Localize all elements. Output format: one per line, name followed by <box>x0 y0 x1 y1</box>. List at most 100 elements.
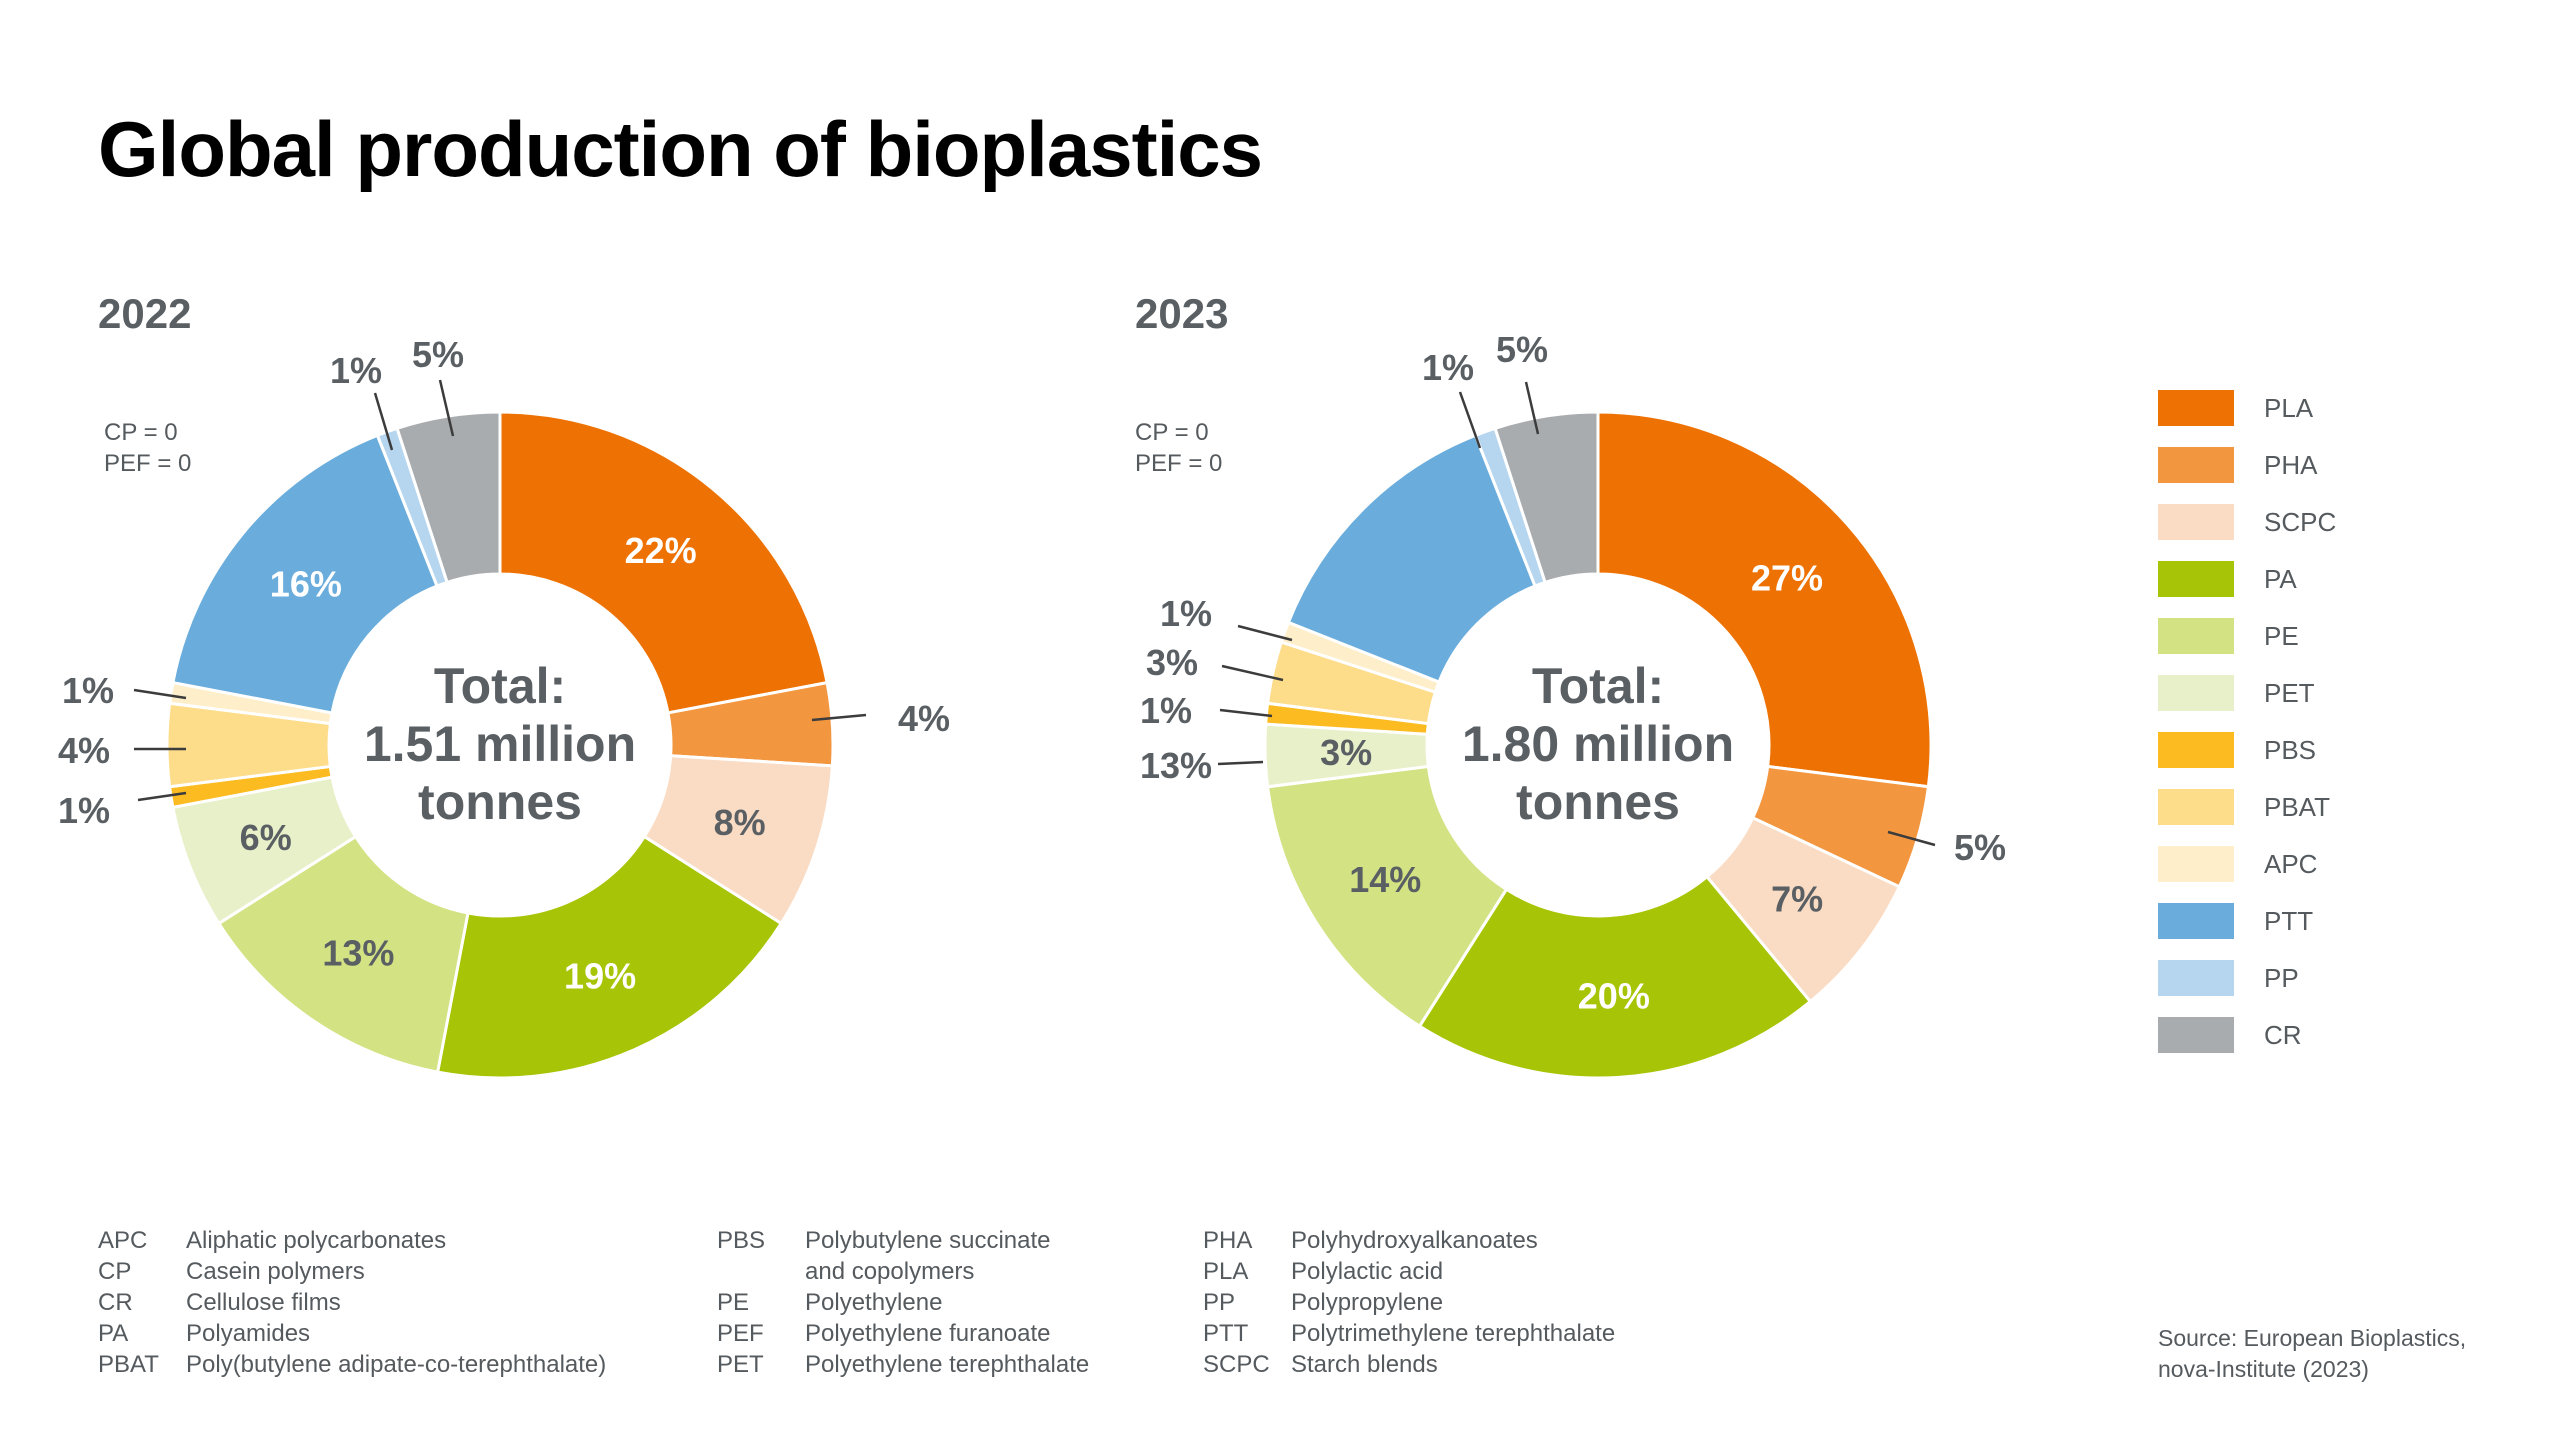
glossary-abbr: SCPC <box>1203 1351 1270 1378</box>
glossary-term: Polyamides <box>186 1320 311 1347</box>
source-line: nova-Institute (2023) <box>2158 1356 2369 1382</box>
glossary-abbr: PA <box>98 1320 129 1347</box>
legend-swatch-pla <box>2158 390 2234 426</box>
glossary-term: Polyethylene terephthalate <box>805 1351 1090 1378</box>
donut-chart-2022: 2022 CP = 0 PEF = 0 22% 4% 8% 19% 13% 6% 1% 4% 1% 16… <box>58 290 950 1080</box>
slice-cr <box>395 410 502 585</box>
glossary-abbr: CP <box>98 1258 132 1285</box>
slice-label: 5% <box>1954 827 2006 868</box>
legend-swatch-pha <box>2158 447 2234 483</box>
legend-label: PBAT <box>2264 792 2330 822</box>
center-total-label: Total: <box>1532 658 1664 714</box>
glossary-abbr: PEF <box>717 1320 764 1347</box>
slice-label: 20% <box>1578 976 1650 1017</box>
slice-label: 14% <box>1349 859 1421 900</box>
slice-label: 16% <box>270 563 342 604</box>
legend-swatch-scpc <box>2158 504 2234 540</box>
glossary-row: PTT Polytrimethylene terephthalate <box>1203 1318 1615 1349</box>
legend: PLA PHA SCPC PA PE PET PBS PBAT APC PTT PP CR <box>2158 390 2336 1053</box>
slice-label: 3% <box>1146 642 1198 683</box>
leader-line <box>1887 830 1936 847</box>
source-note: Source: European Bioplastics, nova-Insti… <box>2158 1323 2466 1385</box>
slice-label: 8% <box>714 802 766 843</box>
leader-line <box>133 688 187 700</box>
center-total-label: 1.51 million <box>364 716 636 772</box>
slice-pla <box>498 410 829 715</box>
glossary-row: PEF Polyethylene furanoate <box>717 1318 1089 1349</box>
slice-label: 3% <box>1320 732 1372 773</box>
slice-pe <box>1265 764 1509 1029</box>
glossary-term: Casein polymers <box>186 1258 365 1285</box>
glossary-term: Starch blends <box>1291 1351 1438 1378</box>
leader-line <box>438 379 455 437</box>
slice-label: 5% <box>1496 329 1548 370</box>
leader-line <box>373 392 394 451</box>
chart-note: PEF = 0 <box>1135 450 1222 477</box>
slice-label: 1% <box>1140 690 1192 731</box>
chart-note: PEF = 0 <box>104 450 191 477</box>
chart-year: 2022 <box>98 290 191 337</box>
legend-swatch-pbat <box>2158 789 2234 825</box>
glossary-abbr: PET <box>717 1351 764 1378</box>
glossary-term: Aliphatic polycarbonates <box>186 1227 447 1254</box>
glossary-term: Polyethylene <box>805 1289 943 1316</box>
legend-label: SCPC <box>2264 507 2336 537</box>
glossary-term: Polytrimethylene terephthalate <box>1291 1320 1616 1347</box>
glossary-abbr <box>717 1256 805 1287</box>
legend-label: PET <box>2264 678 2315 708</box>
chart-year: 2023 <box>1135 290 1228 337</box>
slice-ptt <box>171 433 439 715</box>
slice-label: 27% <box>1751 557 1823 598</box>
glossary-row: PA Polyamides <box>98 1318 606 1349</box>
glossary-abbr: PP <box>1203 1289 1236 1316</box>
glossary-term: and copolymers <box>805 1258 975 1285</box>
glossary-abbr: PE <box>717 1289 750 1316</box>
center-total-label: 1.80 million <box>1462 716 1734 772</box>
slice-cr <box>1493 410 1600 585</box>
slice-label: 1% <box>1160 593 1212 634</box>
slice-label: 5% <box>412 334 464 375</box>
slice-label: 1% <box>58 790 110 831</box>
leader-line <box>1458 391 1482 449</box>
legend-label: PE <box>2264 621 2299 651</box>
legend-label: PHA <box>2264 450 2318 480</box>
slice-label: 19% <box>564 955 636 996</box>
legend-label: PA <box>2264 564 2297 594</box>
center-total-label: tonnes <box>418 774 582 830</box>
legend-swatch-pa <box>2158 561 2234 597</box>
chart-note: CP = 0 <box>1135 419 1209 446</box>
glossary-row: PET Polyethylene terephthalate <box>717 1349 1089 1380</box>
center-total-label: Total: <box>434 658 566 714</box>
slice-label: 7% <box>1771 878 1823 919</box>
glossary-row: CP Casein polymers <box>98 1256 606 1287</box>
legend-swatch-apc <box>2158 846 2234 882</box>
legend-swatch-pp <box>2158 960 2234 996</box>
leader-line <box>1221 664 1284 682</box>
slice-pla <box>1596 410 1933 789</box>
glossary-row: APC Aliphatic polycarbonates <box>98 1225 606 1256</box>
glossary-abbr: PHA <box>1203 1227 1253 1254</box>
glossary-row: PP Polypropylene <box>1203 1287 1615 1318</box>
legend-swatch-pet <box>2158 675 2234 711</box>
slice-pa <box>435 834 784 1080</box>
legend-label: CR <box>2264 1020 2302 1050</box>
glossary-abbr: PBS <box>717 1227 766 1254</box>
leader-line <box>1237 624 1293 642</box>
chart-note: CP = 0 <box>104 419 178 446</box>
glossary-term: Cellulose films <box>186 1289 341 1316</box>
glossary-abbr: PTT <box>1203 1320 1249 1347</box>
leader-line <box>811 713 867 722</box>
slice-label: 6% <box>240 817 292 858</box>
leader-line <box>1524 381 1540 435</box>
glossary-row: PE Polyethylene <box>717 1287 1089 1318</box>
slice-label: 22% <box>625 530 697 571</box>
glossary-abbr: CR <box>98 1289 133 1316</box>
leader-line <box>1219 708 1273 718</box>
legend-swatch-ptt <box>2158 903 2234 939</box>
glossary-term: Polybutylene succinate <box>805 1227 1051 1254</box>
glossary-row: CR Cellulose films <box>98 1287 606 1318</box>
glossary-column-1: APC Aliphatic polycarbonates CP Casein pol… <box>98 1225 606 1380</box>
slice-label: 1% <box>62 670 114 711</box>
glossary-column-3: PHA Polyhydroxyalkanoates PLA Polylactic a… <box>1203 1225 1615 1380</box>
